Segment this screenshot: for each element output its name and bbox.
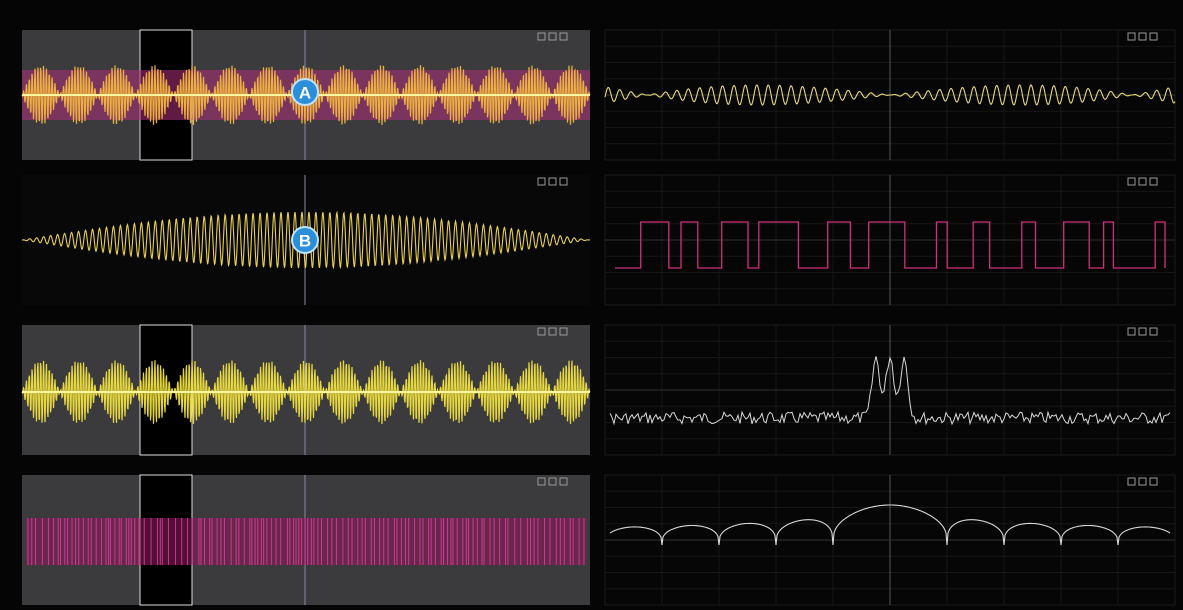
panel-icon: [559, 477, 568, 486]
panel-icon: [1138, 32, 1147, 41]
panel-icon: [537, 477, 546, 486]
panel-icon: [548, 477, 557, 486]
panel-icon: [559, 327, 568, 336]
panel-icon: [537, 327, 546, 336]
panel-icon: [559, 32, 568, 41]
panel-icon: [1149, 327, 1158, 336]
panel-icon: [1127, 32, 1136, 41]
marker-circle: [291, 226, 319, 254]
panel-icon: [548, 327, 557, 336]
panel-icon: [1138, 327, 1147, 336]
panel-icon: [537, 177, 546, 186]
waveform: [21, 65, 591, 126]
marker-a: A: [291, 78, 319, 106]
panel-icon: [559, 177, 568, 186]
waveform: [21, 360, 591, 425]
panel-icon: [1127, 327, 1136, 336]
panel-icon: [548, 32, 557, 41]
marker-circle: [291, 78, 319, 106]
spectrum: [609, 355, 1171, 426]
panel-icon: [1149, 177, 1158, 186]
panel-icon: [1127, 477, 1136, 486]
waveform-layer: [21, 29, 1176, 606]
panel-icon: [1138, 477, 1147, 486]
marker-label: B: [299, 232, 311, 251]
marker-label: A: [299, 84, 311, 103]
waveform: [615, 221, 1166, 269]
marker-b: B: [291, 226, 319, 254]
panel-icon: [1127, 177, 1136, 186]
panel-icon: [548, 177, 557, 186]
panel-icon: [537, 32, 546, 41]
panel-icon: [1149, 477, 1158, 486]
panel-icon: [1149, 32, 1158, 41]
waveform: [604, 84, 1176, 106]
spectrum: [609, 504, 1171, 546]
panel-icon: [1138, 177, 1147, 186]
waveform: [21, 210, 591, 270]
